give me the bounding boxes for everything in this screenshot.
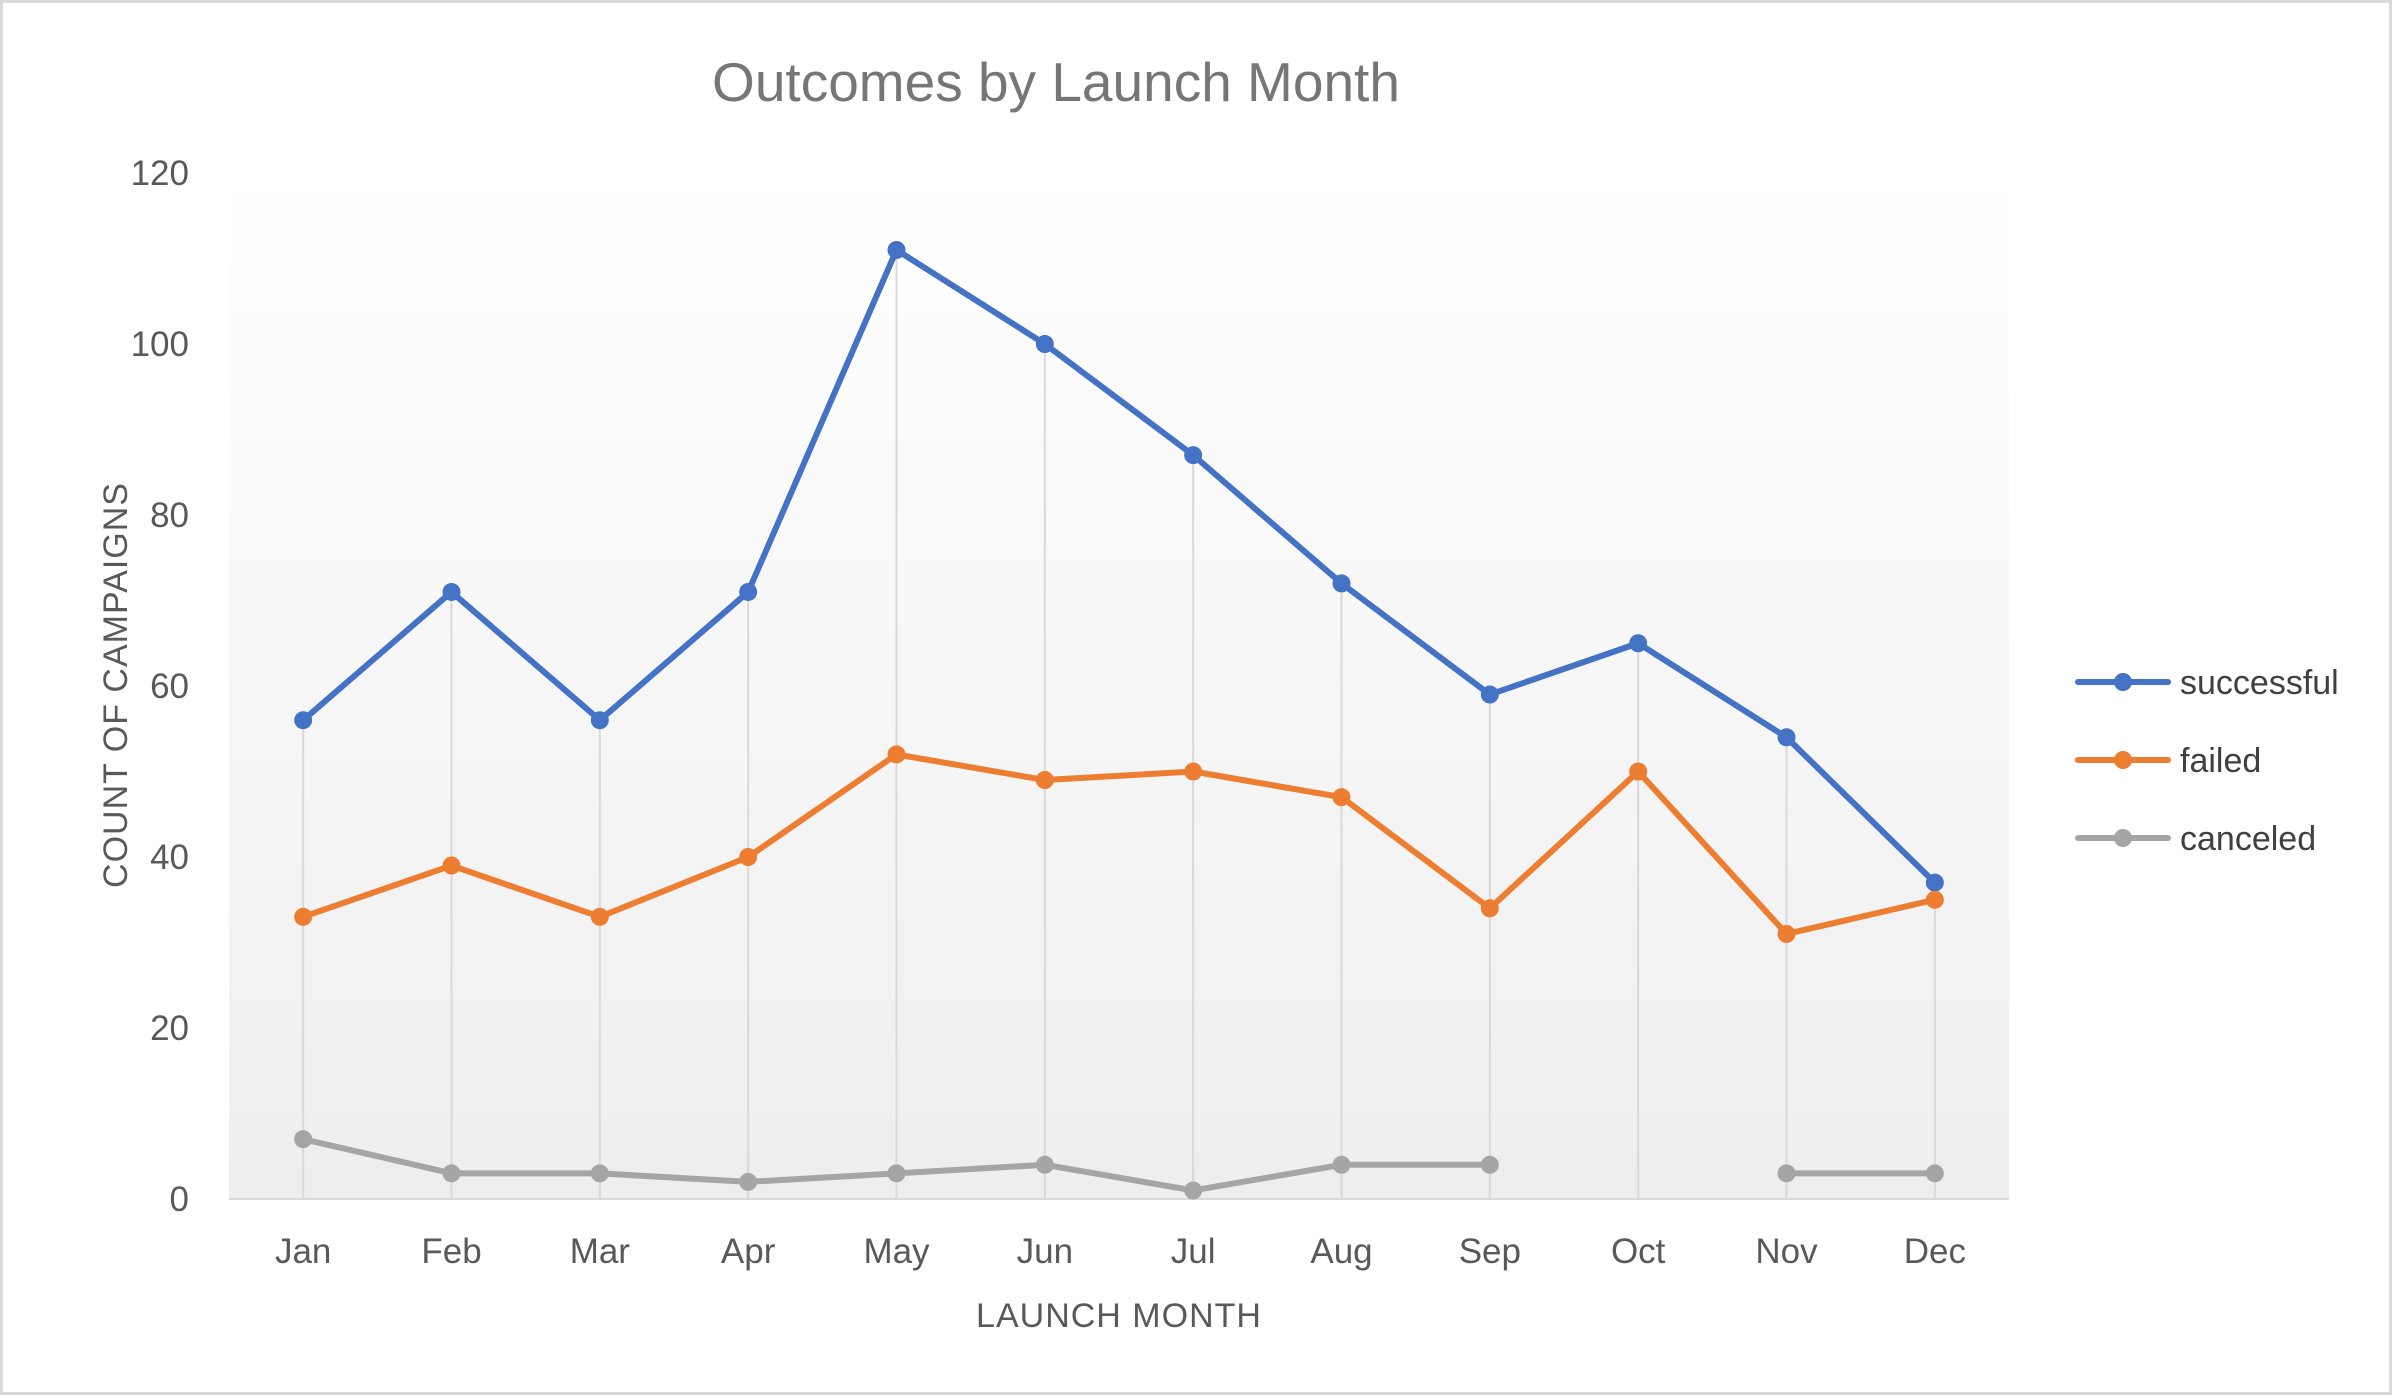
data-point-canceled-feb [442,1164,461,1183]
data-point-failed-jul [1184,762,1203,781]
x-tick-label-jul: Jul [1171,1232,1216,1271]
legend-item-canceled: canceled [2075,820,2316,858]
y-tick-label: 120 [131,154,189,193]
y-tick-label: 0 [170,1180,189,1219]
legend-label: failed [2180,742,2261,780]
data-point-successful-jan [294,711,313,730]
x-tick-label-mar: Mar [570,1232,631,1271]
series-canceled [294,1130,1944,1200]
legend-item-successful: successful [2075,664,2339,702]
data-point-canceled-jan [294,1130,313,1149]
data-point-failed-dec [1925,890,1944,909]
series-failed [294,745,1944,943]
y-tick-label: 40 [150,838,189,877]
series-line-successful [300,246,1938,886]
data-point-failed-jan [294,907,313,926]
data-point-failed-nov [1777,924,1796,943]
legend: successful failed canceled [2075,664,2339,858]
chart-title: Outcomes by Launch Month [712,51,1400,113]
series-line-failed [300,751,1938,937]
legend-label: canceled [2180,820,2316,858]
x-tick-label-aug: Aug [1310,1232,1372,1271]
data-point-failed-jun [1035,771,1054,790]
data-point-canceled-apr [739,1172,758,1191]
legend-marker [2114,829,2132,847]
series-successful [294,240,1944,892]
x-tick-label-sep: Sep [1459,1232,1521,1271]
data-point-canceled-dec [1925,1164,1944,1183]
data-point-canceled-nov [1777,1164,1796,1183]
data-point-failed-apr [739,848,758,866]
data-point-successful-may [887,240,906,259]
data-point-successful-sep [1480,685,1499,704]
x-tick-label-jan: Jan [275,1232,331,1271]
data-point-successful-nov [1777,728,1796,747]
y-tick-label: 20 [150,1009,189,1048]
data-point-failed-aug [1332,788,1351,807]
data-point-failed-feb [442,856,461,875]
y-tick-label: 80 [150,496,189,535]
data-point-canceled-sep [1480,1155,1499,1174]
x-tick-label-oct: Oct [1611,1232,1666,1271]
data-point-successful-jun [1035,335,1054,353]
y-axis-title: COUNT OF CAMPAIGNS [97,482,135,888]
x-tick-label-nov: Nov [1755,1232,1818,1271]
data-point-successful-feb [442,582,461,601]
data-point-successful-mar [590,711,609,730]
x-tick-label-apr: Apr [721,1232,776,1271]
x-tick-label-feb: Feb [421,1232,481,1271]
y-tick-label: 100 [131,325,189,364]
data-point-canceled-jul [1184,1181,1203,1200]
legend-label: successful [2180,664,2339,702]
x-tick-label-dec: Dec [1904,1232,1966,1271]
x-tick-label-may: May [863,1232,930,1271]
data-point-successful-apr [739,582,758,601]
data-point-failed-sep [1480,899,1499,918]
data-point-successful-oct [1629,634,1648,653]
data-point-canceled-jun [1035,1155,1054,1174]
plot-area [229,173,2009,1199]
legend-marker [2114,751,2132,769]
data-point-canceled-aug [1332,1155,1351,1174]
data-point-canceled-may [887,1164,906,1183]
line-chart: Outcomes by Launch Month LAUNCH MONTH CO… [97,51,2339,1335]
data-point-successful-dec [1925,873,1944,892]
data-point-failed-mar [590,907,609,926]
legend-marker [2114,673,2132,691]
data-point-successful-jul [1184,446,1203,465]
series-group [294,240,1944,1200]
x-axis-ticks: Jan Feb Mar Apr May Jun Jul Aug Sep Oct Nov Dec [275,1232,1966,1271]
y-axis-ticks: 0 20 40 60 80 100 120 [131,154,189,1219]
x-axis-title: LAUNCH MONTH [976,1297,1262,1335]
x-tick-label-jun: Jun [1017,1232,1073,1271]
data-point-canceled-mar [590,1164,609,1183]
legend-item-failed: failed [2075,742,2261,780]
data-point-failed-oct [1629,762,1648,781]
data-point-successful-aug [1332,574,1351,593]
y-tick-label: 60 [150,667,189,706]
data-point-failed-may [887,745,906,764]
